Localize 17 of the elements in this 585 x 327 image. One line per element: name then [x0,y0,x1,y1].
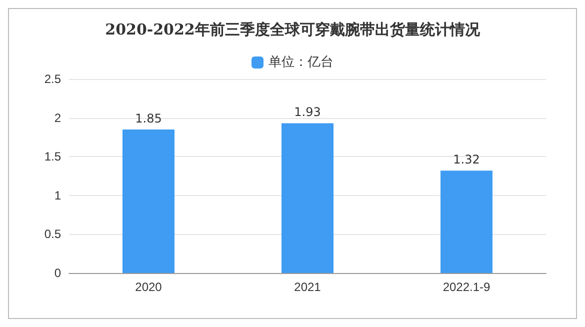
x-tick-label: 2021 [294,280,322,294]
x-tick-label: 2022.1-9 [442,280,491,294]
y-tick-label: 0.5 [44,227,62,242]
bar [440,170,492,273]
y-tick-label: 0 [54,266,62,280]
chart-title: 2020-2022年前三季度全球可穿戴腕带出货量统计情况 [105,20,481,38]
x-tick-label: 2020 [135,280,162,294]
data-label: 1.32 [453,152,480,167]
data-label: 1.85 [135,111,162,126]
y-tick-label: 1.5 [44,150,62,164]
legend-label: 单位：亿台 [268,55,334,70]
y-tick-label: 1 [54,188,62,202]
data-label: 1.93 [294,105,321,120]
bar [122,129,174,273]
bar [282,123,334,273]
y-tick-label: 2 [54,110,62,125]
y-tick-label: 2.5 [44,72,62,86]
